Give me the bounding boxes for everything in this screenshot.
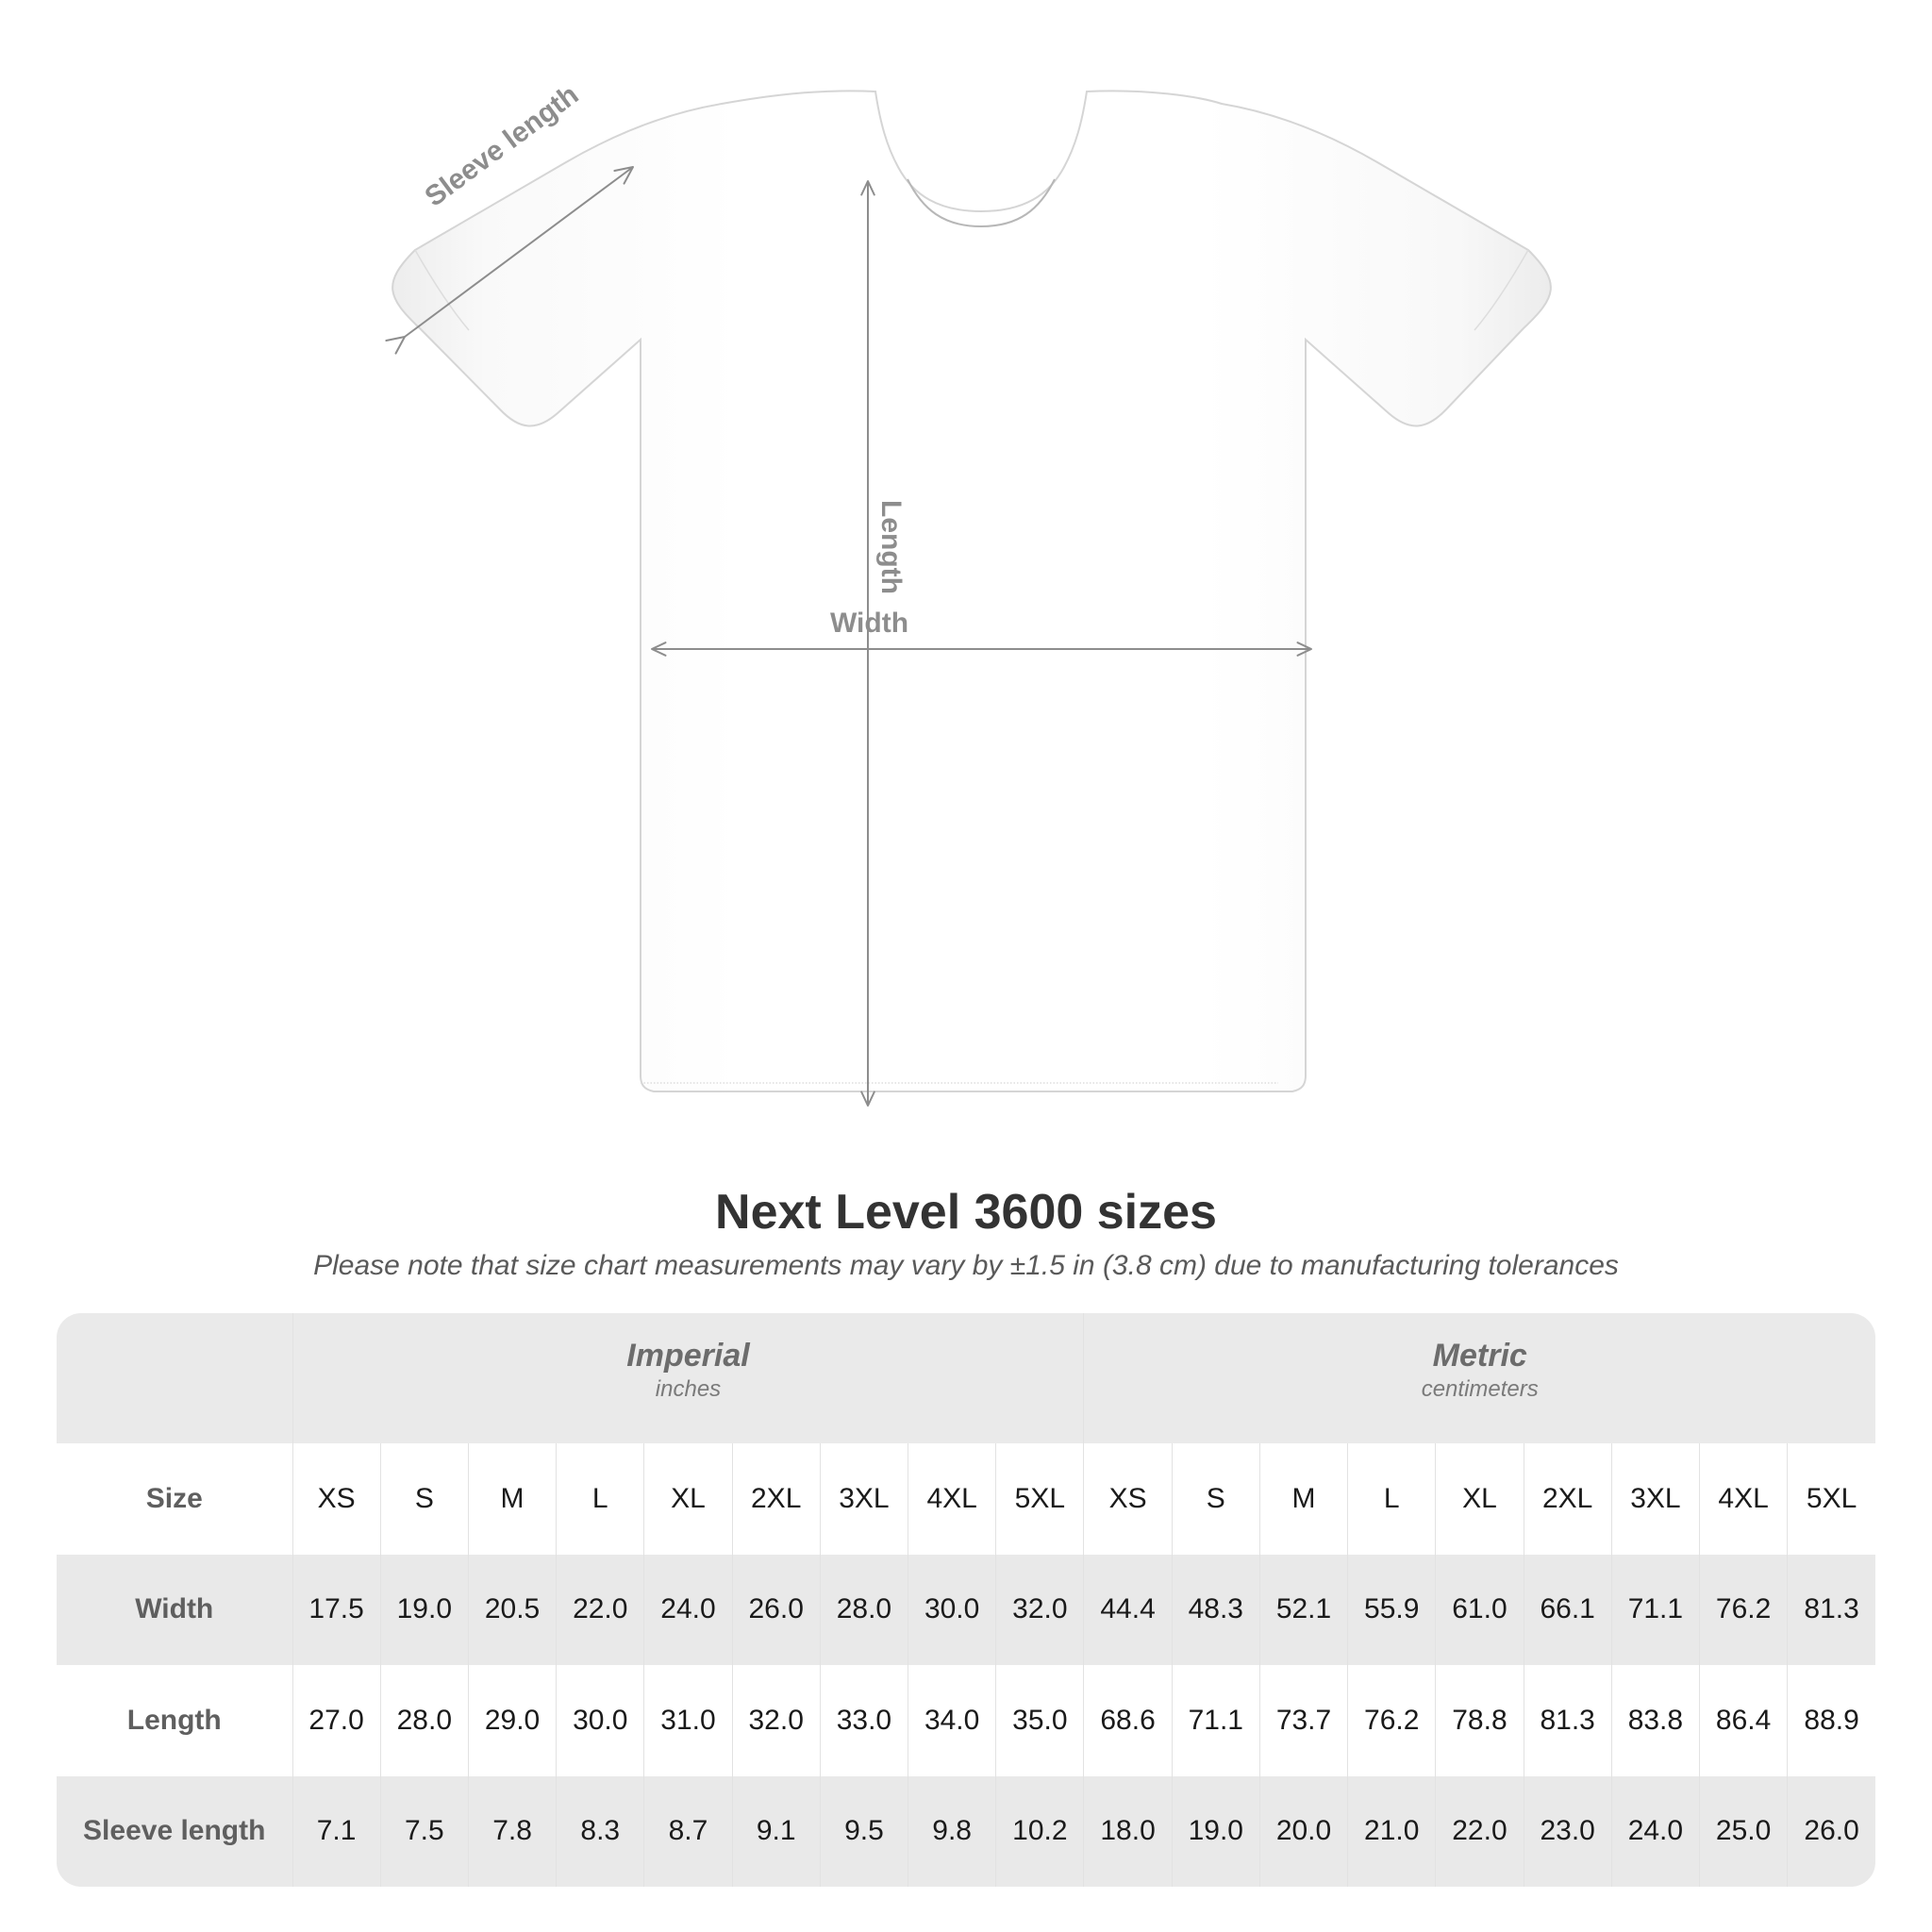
svg-text:Length: Length bbox=[875, 500, 907, 594]
svg-text:Width: Width bbox=[830, 608, 908, 639]
